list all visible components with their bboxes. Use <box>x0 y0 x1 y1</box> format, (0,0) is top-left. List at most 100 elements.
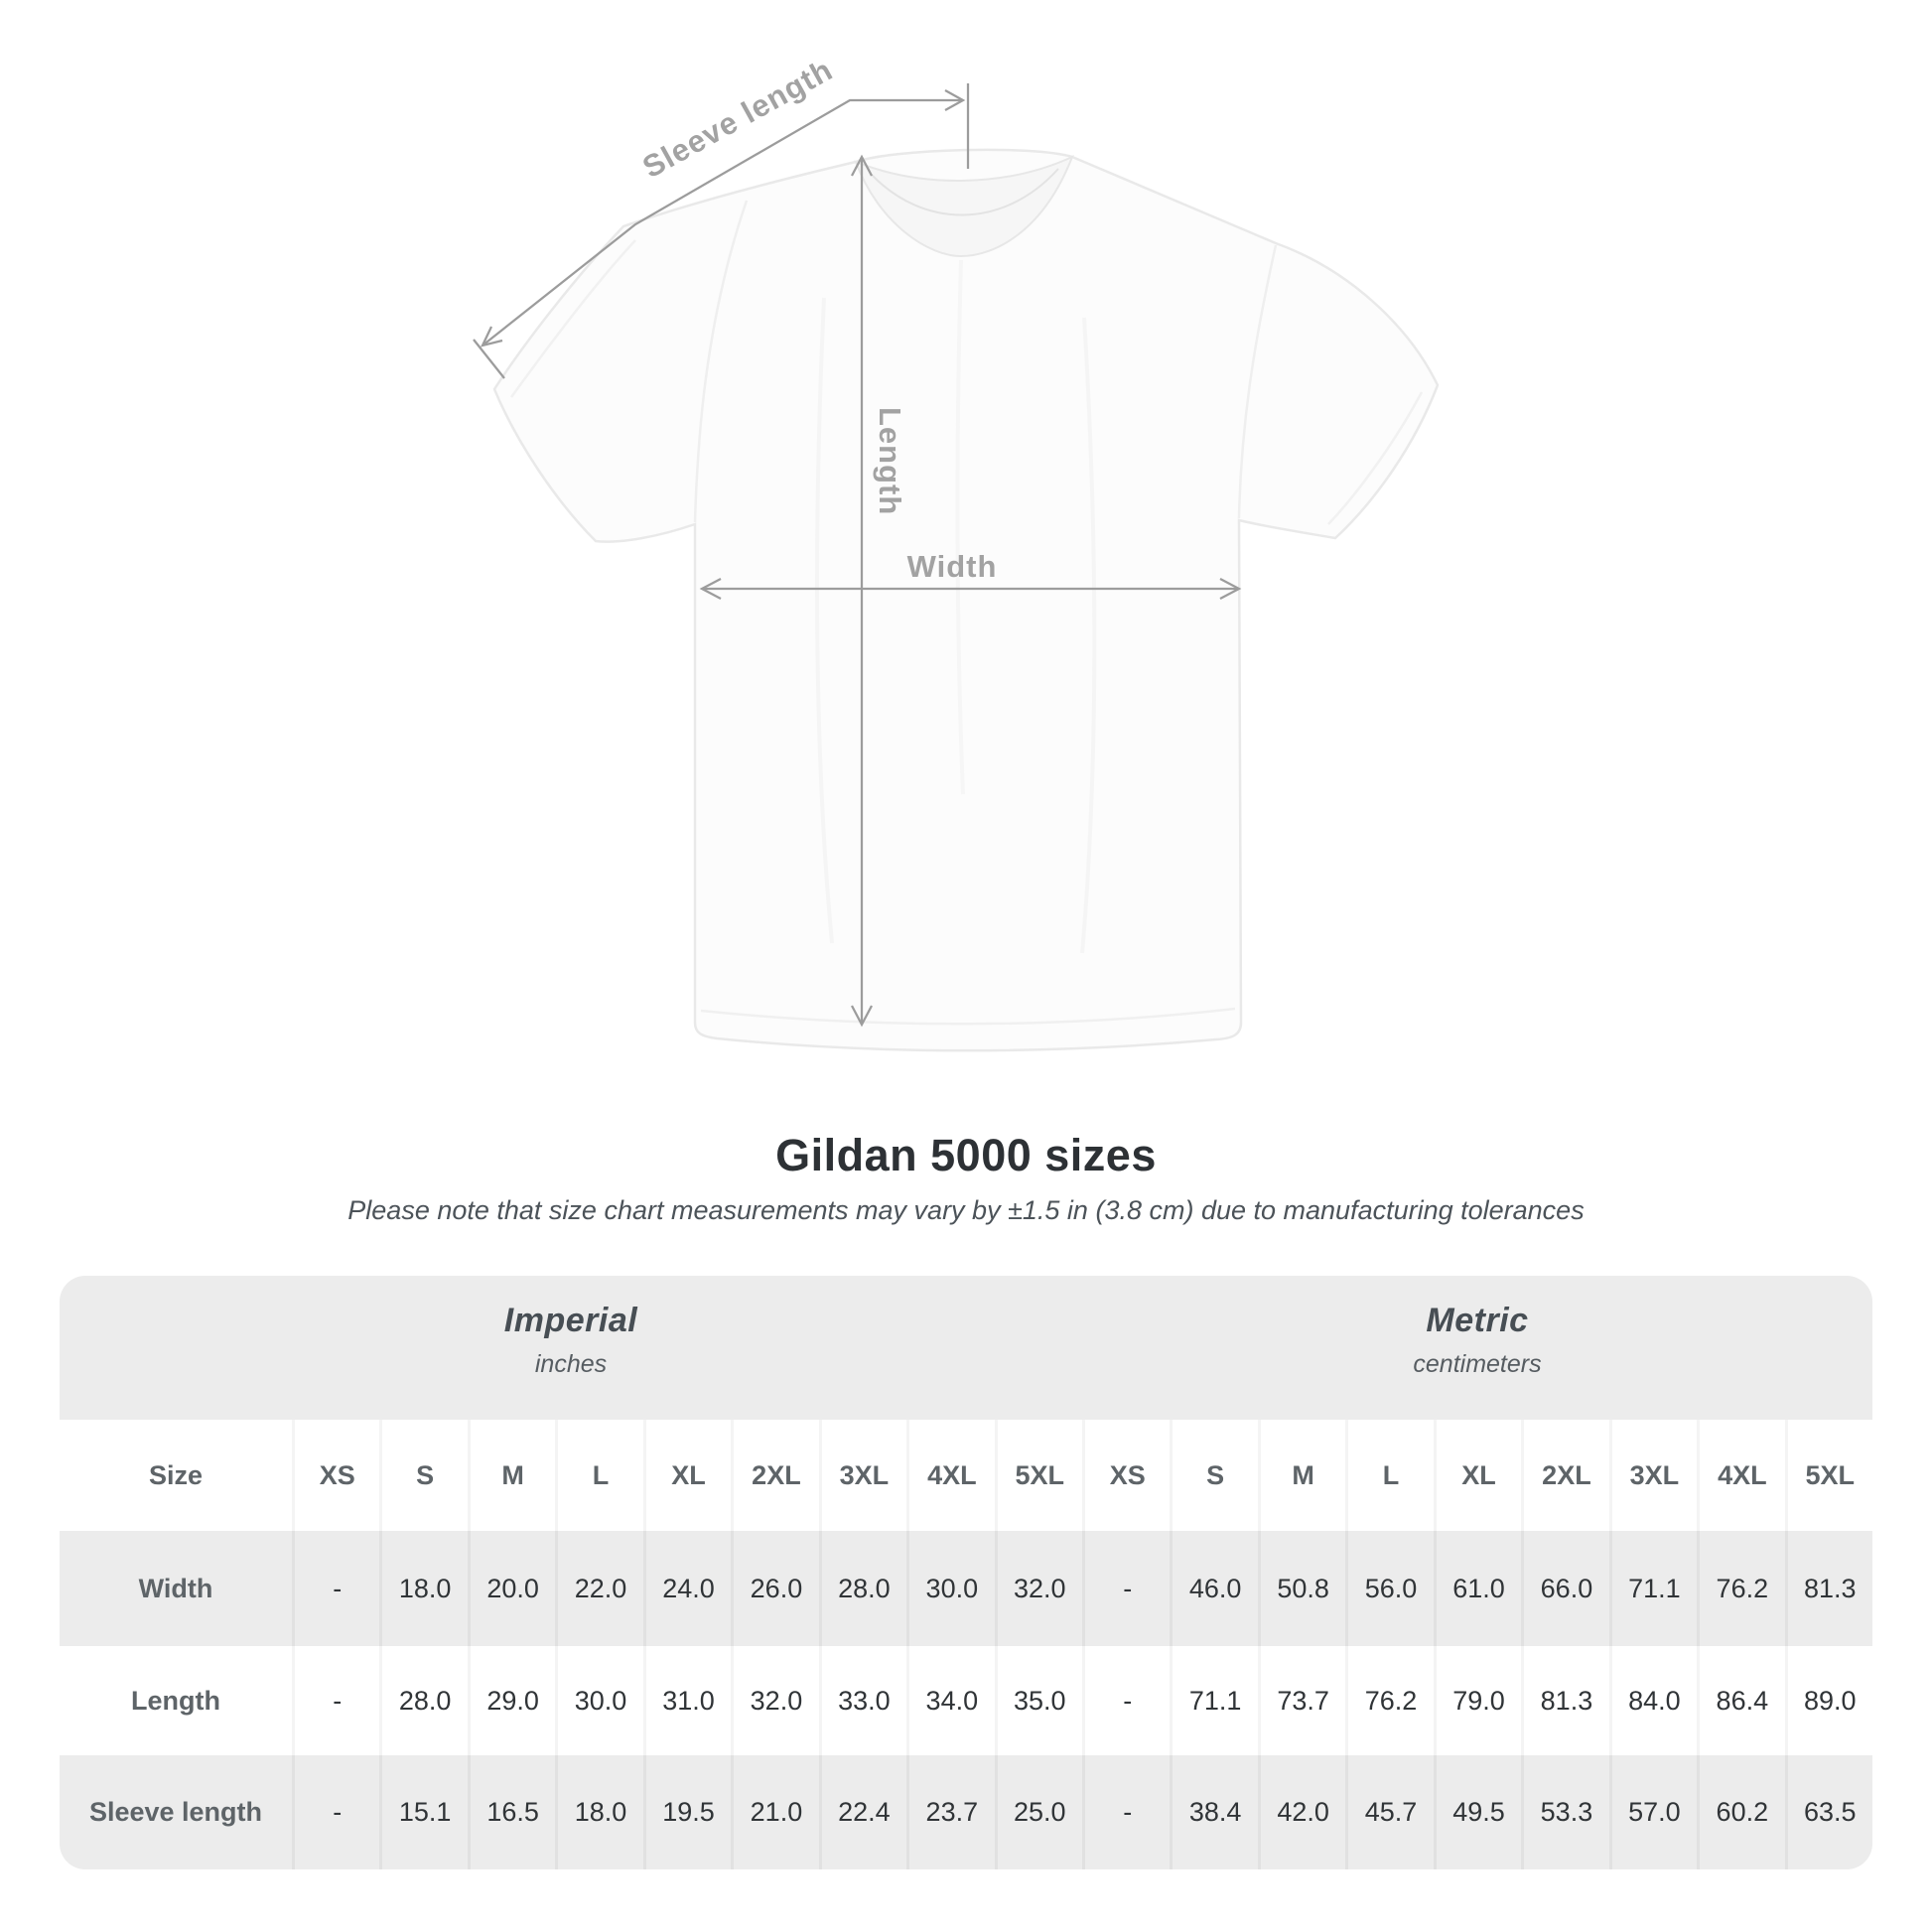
length-value: 31.0 <box>642 1646 731 1755</box>
sleeve-value: 23.7 <box>906 1755 994 1869</box>
sleeve-value: 42.0 <box>1257 1755 1345 1869</box>
imperial-label: Imperial <box>503 1302 638 1339</box>
width-value: 20.0 <box>467 1531 555 1646</box>
row-label-length: Length <box>131 1685 220 1716</box>
imperial-unit-label: inches <box>534 1350 608 1378</box>
sleeve-value: 19.5 <box>642 1755 731 1869</box>
metric-unit-label: centimeters <box>1413 1350 1542 1378</box>
sleeve-value: 49.5 <box>1433 1755 1521 1869</box>
col-header-metric-2xl: 2XL <box>1521 1420 1608 1531</box>
width-value: 22.0 <box>555 1531 642 1646</box>
length-value: 33.0 <box>818 1646 906 1755</box>
row-label-sleeve-length: Sleeve length <box>88 1797 263 1827</box>
col-header-metric-5xl: 5XL <box>1784 1420 1872 1531</box>
unit-group-metric: Metric centimeters <box>1082 1276 1872 1420</box>
tshirt-diagram: Sleeve length Length Width <box>473 52 1440 1052</box>
right-cuff-stitch <box>1327 391 1424 525</box>
length-value: 71.1 <box>1170 1646 1257 1755</box>
length-value: 81.3 <box>1521 1646 1608 1755</box>
width-value: 76.2 <box>1697 1531 1784 1646</box>
unit-group-imperial: Imperial inches <box>60 1276 1082 1420</box>
sleeve-value: 38.4 <box>1170 1755 1257 1869</box>
length-value: 79.0 <box>1433 1646 1521 1755</box>
page-subtitle: Please note that size chart measurements… <box>347 1195 1585 1225</box>
length-value: - <box>1082 1646 1170 1755</box>
title-block: Gildan 5000 sizes Please note that size … <box>0 1130 1932 1226</box>
width-value: 24.0 <box>642 1531 731 1646</box>
width-value: - <box>1082 1531 1170 1646</box>
col-header-imperial-5xl: 5XL <box>994 1420 1082 1531</box>
tshirt-shape <box>492 148 1440 1052</box>
collar-inner-stitch <box>871 168 1059 216</box>
length-value: 34.0 <box>906 1646 994 1755</box>
length-arrow <box>851 154 873 1028</box>
sleeve-value: 22.4 <box>818 1755 906 1869</box>
fold-line-2 <box>1080 317 1097 954</box>
size-table: Imperial inches Metric centimeters Size … <box>60 1276 1872 1869</box>
length-value: 32.0 <box>731 1646 818 1755</box>
length-value: 30.0 <box>555 1646 642 1755</box>
size-corner-header: Size <box>148 1459 204 1490</box>
width-value: 18.0 <box>379 1531 467 1646</box>
width-value: 32.0 <box>994 1531 1082 1646</box>
length-value: 29.0 <box>467 1646 555 1755</box>
left-armhole-seam <box>693 200 749 523</box>
width-arrow <box>699 578 1242 600</box>
sleeve-value: 25.0 <box>994 1755 1082 1869</box>
width-value: 66.0 <box>1521 1531 1608 1646</box>
unit-header-row: Imperial inches Metric centimeters <box>60 1276 1872 1420</box>
col-header-metric-l: L <box>1345 1420 1433 1531</box>
length-value: 28.0 <box>379 1646 467 1755</box>
col-header-imperial-xs: XS <box>292 1420 379 1531</box>
collar-shape <box>854 155 1074 258</box>
col-header-metric-xs: XS <box>1082 1420 1170 1531</box>
row-label-width: Width <box>138 1573 213 1603</box>
width-value: 28.0 <box>818 1531 906 1646</box>
sleeve-value: 60.2 <box>1697 1755 1784 1869</box>
width-value: 56.0 <box>1345 1531 1433 1646</box>
left-cuff-stitch <box>509 239 636 398</box>
width-value: 26.0 <box>731 1531 818 1646</box>
fold-line-3 <box>955 259 965 795</box>
length-label: Length <box>873 407 907 515</box>
length-value: 89.0 <box>1784 1646 1872 1755</box>
col-header-metric-4xl: 4XL <box>1697 1420 1784 1531</box>
col-header-imperial-s: S <box>379 1420 467 1531</box>
sleeve-value: - <box>292 1755 379 1869</box>
length-value: 35.0 <box>994 1646 1082 1755</box>
sleeve-edge-tick <box>473 339 505 379</box>
length-value: 73.7 <box>1257 1646 1345 1755</box>
sleeve-value: - <box>1082 1755 1170 1869</box>
right-armhole-seam <box>1237 244 1278 519</box>
width-value: 50.8 <box>1257 1531 1345 1646</box>
measurement-annotations <box>473 83 1242 1028</box>
col-header-metric-xl: XL <box>1433 1420 1521 1531</box>
table-row-sleeve-length: Sleeve length - 15.1 16.5 18.0 19.5 21.0… <box>60 1755 1872 1869</box>
sleeve-value: 63.5 <box>1784 1755 1872 1869</box>
col-header-imperial-m: M <box>467 1420 555 1531</box>
col-header-imperial-l: L <box>555 1420 642 1531</box>
col-header-imperial-xl: XL <box>642 1420 731 1531</box>
tshirt-body-path <box>492 148 1440 1052</box>
sleeve-value: 57.0 <box>1608 1755 1697 1869</box>
width-value: 30.0 <box>906 1531 994 1646</box>
sleeve-length-arrow <box>473 83 970 379</box>
col-header-imperial-4xl: 4XL <box>906 1420 994 1531</box>
width-value: - <box>292 1531 379 1646</box>
page-title: Gildan 5000 sizes <box>775 1130 1157 1180</box>
width-value: 46.0 <box>1170 1531 1257 1646</box>
col-header-imperial-3xl: 3XL <box>818 1420 906 1531</box>
fold-line-1 <box>815 297 834 944</box>
width-value: 61.0 <box>1433 1531 1521 1646</box>
hem-stitch <box>700 1007 1236 1026</box>
sleeve-value: 15.1 <box>379 1755 467 1869</box>
width-value: 81.3 <box>1784 1531 1872 1646</box>
length-value: 86.4 <box>1697 1646 1784 1755</box>
width-label: Width <box>907 549 998 584</box>
sleeve-value: 18.0 <box>555 1755 642 1869</box>
tshirt-illustration-svg: Sleeve length Length Width <box>473 52 1440 1052</box>
sleeve-value: 45.7 <box>1345 1755 1433 1869</box>
metric-label: Metric <box>1426 1302 1529 1339</box>
length-value: 84.0 <box>1608 1646 1697 1755</box>
